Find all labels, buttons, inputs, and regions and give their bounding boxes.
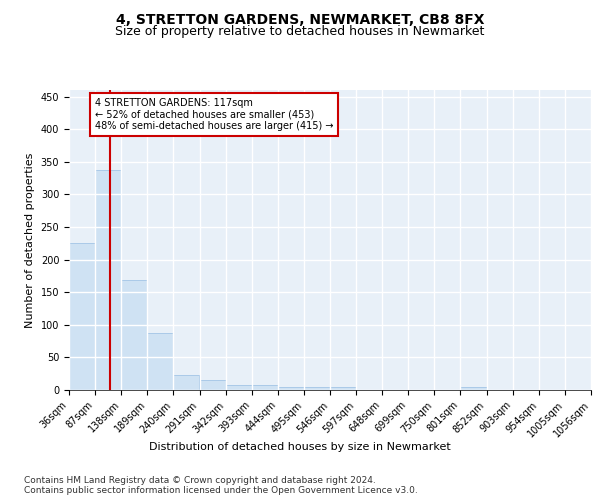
Bar	[252, 386, 278, 390]
Bar	[304, 386, 330, 390]
Bar	[461, 386, 487, 390]
Bar	[69, 242, 95, 390]
Bar	[226, 386, 252, 390]
Text: 4 STRETTON GARDENS: 117sqm
← 52% of detached houses are smaller (453)
48% of sem: 4 STRETTON GARDENS: 117sqm ← 52% of deta…	[95, 98, 334, 131]
Text: Contains HM Land Registry data © Crown copyright and database right 2024.
Contai: Contains HM Land Registry data © Crown c…	[24, 476, 418, 495]
Bar	[199, 380, 226, 390]
Bar	[461, 386, 487, 390]
Text: Distribution of detached houses by size in Newmarket: Distribution of detached houses by size …	[149, 442, 451, 452]
Bar	[148, 332, 173, 390]
Bar	[252, 386, 278, 390]
Text: 4, STRETTON GARDENS, NEWMARKET, CB8 8FX: 4, STRETTON GARDENS, NEWMARKET, CB8 8FX	[116, 12, 484, 26]
Bar	[278, 386, 304, 390]
Bar	[226, 386, 252, 390]
Bar	[121, 280, 148, 390]
Bar	[173, 375, 199, 390]
Bar	[95, 170, 121, 390]
Bar	[121, 280, 148, 390]
Bar	[278, 386, 304, 390]
Bar	[95, 170, 121, 390]
Y-axis label: Number of detached properties: Number of detached properties	[25, 152, 35, 328]
Bar	[330, 388, 356, 390]
Bar	[148, 332, 173, 390]
Bar	[304, 386, 330, 390]
Bar	[330, 388, 356, 390]
Bar	[69, 242, 95, 390]
Text: Size of property relative to detached houses in Newmarket: Size of property relative to detached ho…	[115, 25, 485, 38]
Bar	[173, 375, 199, 390]
Bar	[199, 380, 226, 390]
